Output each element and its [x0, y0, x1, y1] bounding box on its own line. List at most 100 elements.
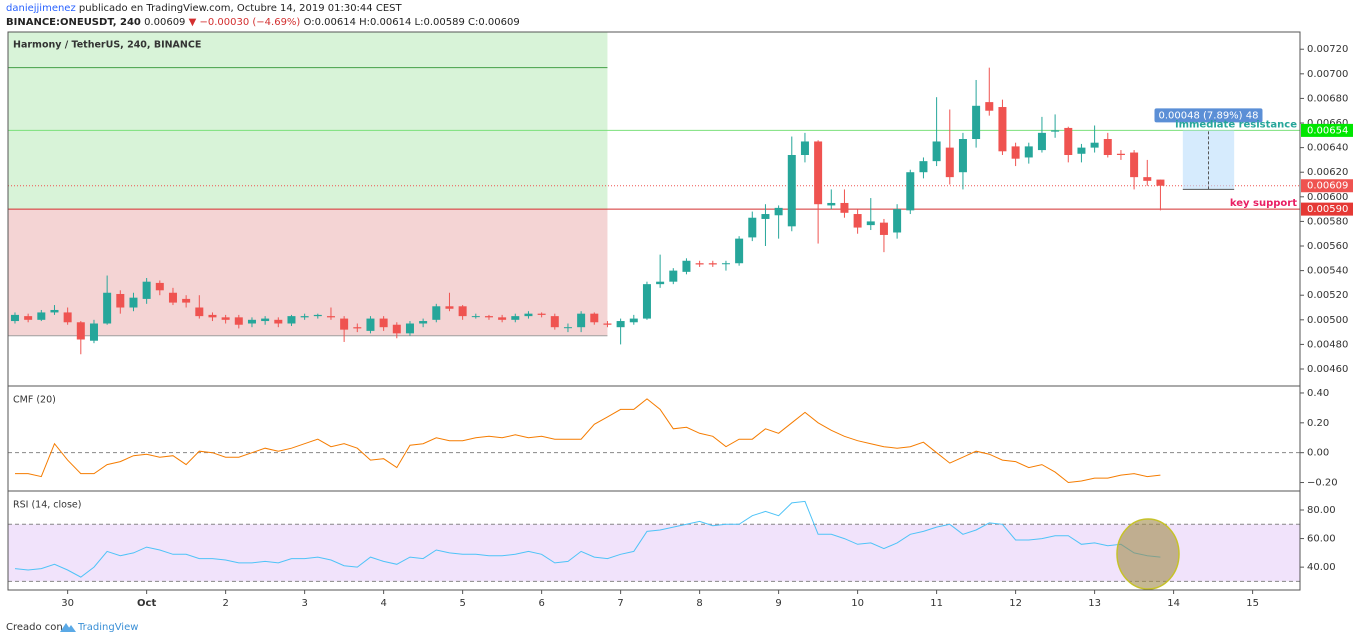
candle-body — [1051, 130, 1060, 132]
y-tick-label: 0.00580 — [1307, 216, 1348, 227]
candle-body — [287, 316, 296, 324]
footer-text: Creado con — [6, 622, 63, 633]
y-tick-label: 60.00 — [1307, 534, 1336, 545]
candle-body — [682, 260, 691, 272]
candle-body — [353, 327, 362, 329]
candle-body — [392, 324, 401, 334]
candle-body — [656, 281, 665, 285]
indicator-line — [14, 500, 1161, 578]
measure-box — [1182, 130, 1235, 190]
candle-body — [168, 292, 177, 303]
candle-body — [221, 317, 230, 320]
y-tick-label: 0.00660 — [1307, 118, 1348, 129]
header-symbol: BINANCE:ONEUSDT, 240 — [6, 17, 141, 28]
y-tick-label: 0.00620 — [1307, 167, 1348, 178]
y-tick-label: 0.40 — [1307, 388, 1329, 399]
candle-body — [814, 141, 823, 205]
pane-title: RSI (14, close) — [13, 500, 81, 511]
candle-body — [721, 263, 730, 265]
candle-body — [247, 319, 256, 324]
x-tick-label: Oct — [137, 598, 156, 609]
highlight-circle — [1116, 518, 1180, 590]
price-label: 0.00654 — [1307, 125, 1348, 136]
header-last: 0.00609 — [144, 17, 185, 28]
candle-body — [63, 312, 72, 323]
x-tick-label: 11 — [930, 598, 943, 609]
y-tick-label: 0.00500 — [1307, 315, 1348, 326]
candle-body — [972, 105, 981, 140]
price-label: 0.00609 — [1307, 181, 1348, 192]
x-tick-label: 14 — [1167, 598, 1180, 609]
x-tick-label: 5 — [459, 598, 465, 609]
candle-body — [89, 323, 98, 341]
measure-label-bg — [1154, 108, 1263, 123]
header-change: ▼ −0.00030 (−4.69%) — [189, 17, 301, 28]
candle-body — [116, 293, 125, 308]
candle-body — [405, 323, 414, 334]
candle-body — [906, 172, 915, 211]
footer-logo — [60, 623, 76, 632]
candle-body — [511, 316, 520, 320]
x-tick-label: 15 — [1246, 598, 1259, 609]
candle-body — [748, 217, 757, 238]
x-tick-label: 12 — [1009, 598, 1022, 609]
candle-body — [1143, 177, 1152, 181]
candle-body — [932, 141, 941, 162]
annotation: key support — [1230, 198, 1297, 209]
x-tick-label: 7 — [617, 598, 623, 609]
x-tick-label: 30 — [61, 598, 74, 609]
y-tick-label: 80.00 — [1307, 505, 1336, 516]
y-tick-label: 0.00700 — [1307, 69, 1348, 80]
y-tick-label: 0.00560 — [1307, 241, 1348, 252]
candle-body — [182, 298, 191, 303]
candle-body — [945, 147, 954, 178]
plots: 0.004600.004800.005000.005200.005400.005… — [8, 32, 1353, 609]
candle-body — [326, 316, 335, 318]
price-label-bg — [1301, 123, 1353, 137]
y-tick-label: 0.00460 — [1307, 364, 1348, 375]
candle-body — [827, 202, 836, 206]
candle-body — [853, 214, 862, 228]
header-line-1: daniejjimenez publicado en TradingView.c… — [6, 3, 402, 14]
candle-body — [1090, 142, 1099, 148]
candle-body — [603, 323, 612, 325]
candle-body — [735, 238, 744, 264]
y-tick-label: 0.00520 — [1307, 290, 1348, 301]
annotation: immediate resistance — [1175, 119, 1297, 130]
candle-body — [208, 314, 217, 318]
candle-body — [761, 214, 770, 219]
candle-body — [708, 263, 717, 265]
rsi-band — [8, 524, 1300, 582]
candle-body — [471, 316, 480, 318]
x-tick-label: 3 — [301, 598, 307, 609]
x-tick-label: 4 — [380, 598, 386, 609]
candle-body — [695, 263, 704, 265]
candle-body — [1156, 179, 1165, 186]
x-tick-label: 10 — [851, 598, 864, 609]
measure-label: 0.00048 (7.89%) 48 — [1158, 110, 1258, 121]
candle-body — [1024, 146, 1033, 158]
candle-body — [195, 307, 204, 317]
candle-body — [142, 281, 151, 299]
candle-body — [155, 282, 164, 291]
candle-body — [563, 327, 572, 329]
y-tick-label: 40.00 — [1307, 562, 1336, 573]
candle-body — [234, 317, 243, 325]
candle-body — [669, 270, 678, 282]
pane-title: Harmony / TetherUS, 240, BINANCE — [13, 40, 201, 51]
header-user: daniejjimenez — [6, 3, 76, 14]
candle-body — [787, 154, 796, 227]
price-label-bg — [1301, 179, 1353, 193]
candle-body — [919, 161, 928, 173]
candle-body — [985, 102, 994, 111]
candle-body — [1130, 152, 1139, 178]
candle-body — [1116, 153, 1125, 155]
zone — [8, 32, 608, 210]
candle-body — [274, 319, 283, 324]
header-ohlc: O:0.00614 H:0.00614 L:0.00589 C:0.00609 — [304, 17, 520, 28]
x-tick-label: 2 — [222, 598, 228, 609]
candle-body — [590, 313, 599, 323]
y-tick-label: 0.00 — [1307, 448, 1329, 459]
y-tick-label: 0.20 — [1307, 418, 1329, 429]
